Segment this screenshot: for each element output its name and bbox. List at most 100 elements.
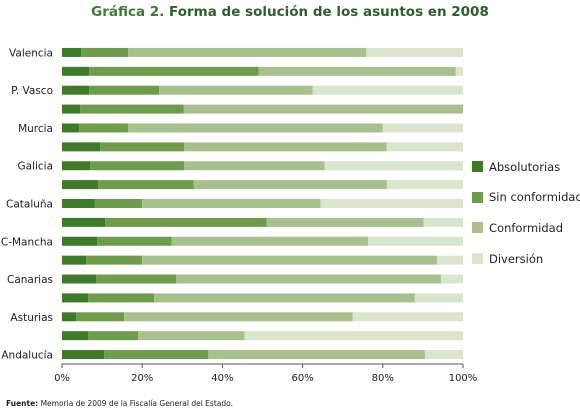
bar-segment — [414, 293, 463, 303]
bar-segment — [62, 350, 105, 360]
bar-segment — [367, 236, 463, 246]
bar-segment — [62, 85, 90, 95]
bar-segment — [76, 312, 125, 322]
bar-segment — [142, 255, 437, 265]
bar-segment — [62, 123, 80, 133]
bar-segment — [89, 66, 259, 76]
source-note: Fuente: Memoria de 2009 de la Fiscalía G… — [6, 399, 233, 408]
bar-segment — [62, 199, 95, 208]
y-tick-label: Cataluña — [6, 199, 53, 211]
x-tick-label: 60% — [291, 373, 313, 384]
x-tick-label: 80% — [372, 373, 394, 384]
bar-segment — [312, 85, 463, 95]
bar-segment — [81, 47, 129, 57]
bar-segment — [62, 274, 97, 284]
bar-segment — [90, 161, 185, 171]
bar-segment — [62, 312, 77, 322]
bar-segment — [266, 217, 424, 227]
y-tick-label: Murcia — [18, 123, 53, 135]
bar-segment — [352, 312, 463, 322]
bar-segment — [436, 255, 463, 265]
bar-segment — [440, 274, 463, 284]
bar-segment — [98, 180, 194, 190]
bar-segment — [176, 274, 441, 284]
chart-title-text: Forma de solución de los asuntos en 2008 — [169, 4, 489, 20]
bar-segment — [62, 293, 89, 303]
bar-segment — [62, 217, 106, 227]
bar-segment — [79, 123, 129, 133]
legend-swatch — [472, 161, 483, 172]
bar-segment — [258, 66, 456, 76]
bar-segment — [62, 161, 91, 171]
bar-segment — [183, 104, 464, 114]
bar-segment — [386, 142, 463, 152]
chart-title-prefix: Gráfica 2. — [91, 4, 165, 20]
bar-segment — [184, 161, 325, 171]
bar-segment — [88, 293, 155, 303]
x-tick-label: 40% — [211, 373, 233, 384]
y-tick-label: Valencia — [9, 47, 53, 59]
y-tick-label: Canarias — [7, 274, 53, 286]
bar-segment — [142, 199, 321, 208]
y-tick-label: P. Vasco — [11, 85, 53, 97]
bar-segment — [424, 350, 463, 360]
y-tick-label: Andalucía — [1, 350, 53, 362]
bar-segment — [88, 331, 139, 341]
legend-item: Conformidad — [472, 220, 580, 235]
source-text: Memoria de 2009 de la Fiscalía General d… — [40, 399, 233, 408]
source-label: Fuente: — [6, 399, 39, 408]
bar-segment — [128, 47, 367, 57]
bar-segment — [62, 331, 89, 341]
legend-label: Sin conformidad — [489, 190, 580, 205]
bar-segment — [97, 236, 172, 246]
bar-segment — [320, 199, 463, 208]
bar-segment — [124, 312, 353, 322]
y-tick-label: Asturias — [10, 312, 53, 324]
bar-segment — [324, 161, 463, 171]
bar-segment — [455, 66, 463, 76]
legend-item: Absolutorias — [472, 159, 580, 174]
legend-label: Conformidad — [489, 220, 564, 235]
bar-segment — [62, 236, 98, 246]
bar-segment — [89, 85, 160, 95]
bar-segment — [94, 199, 143, 208]
y-tick-label: Galicia — [17, 161, 53, 173]
bar-segment — [62, 47, 82, 57]
bar-segment — [159, 85, 313, 95]
bar-segment — [80, 104, 184, 114]
bar-segment — [62, 142, 101, 152]
x-tick-label: 100% — [449, 373, 478, 384]
bar-segment — [386, 180, 463, 190]
bar-segment — [193, 180, 387, 190]
y-tick-label: C-Mancha — [1, 236, 53, 248]
legend-swatch — [472, 191, 483, 203]
x-tick-label: 0% — [54, 373, 70, 384]
bar-segment — [366, 47, 463, 57]
legend-item: Sin conformidad — [472, 190, 580, 205]
x-tick-label: 20% — [131, 373, 153, 384]
bar-segment — [184, 142, 387, 152]
legend-item: Diversión — [472, 251, 580, 266]
bar-segment — [86, 255, 143, 265]
chart-title: Gráfica 2. Forma de solución de los asun… — [0, 4, 580, 20]
legend-swatch — [472, 253, 483, 265]
legend-label: Absolutorias — [489, 159, 561, 174]
bar-segment — [62, 104, 81, 114]
bar-segment — [62, 255, 87, 265]
bar-segment — [100, 142, 185, 152]
legend-label: Diversión — [489, 251, 544, 266]
bar-segment — [423, 217, 463, 227]
bar-segment — [208, 350, 425, 360]
bar-segment — [244, 331, 463, 341]
bar-segment — [105, 217, 267, 227]
bar-segment — [62, 66, 90, 76]
chart-legend: Absolutorias Sin conformidad Conformidad Di… — [472, 159, 580, 282]
bar-segment — [104, 350, 209, 360]
bar-segment — [96, 274, 177, 284]
bar-segment — [382, 123, 463, 133]
legend-swatch — [472, 222, 483, 234]
bar-segment — [128, 123, 383, 133]
bar-segment — [154, 293, 415, 303]
bar-segment — [138, 331, 245, 341]
